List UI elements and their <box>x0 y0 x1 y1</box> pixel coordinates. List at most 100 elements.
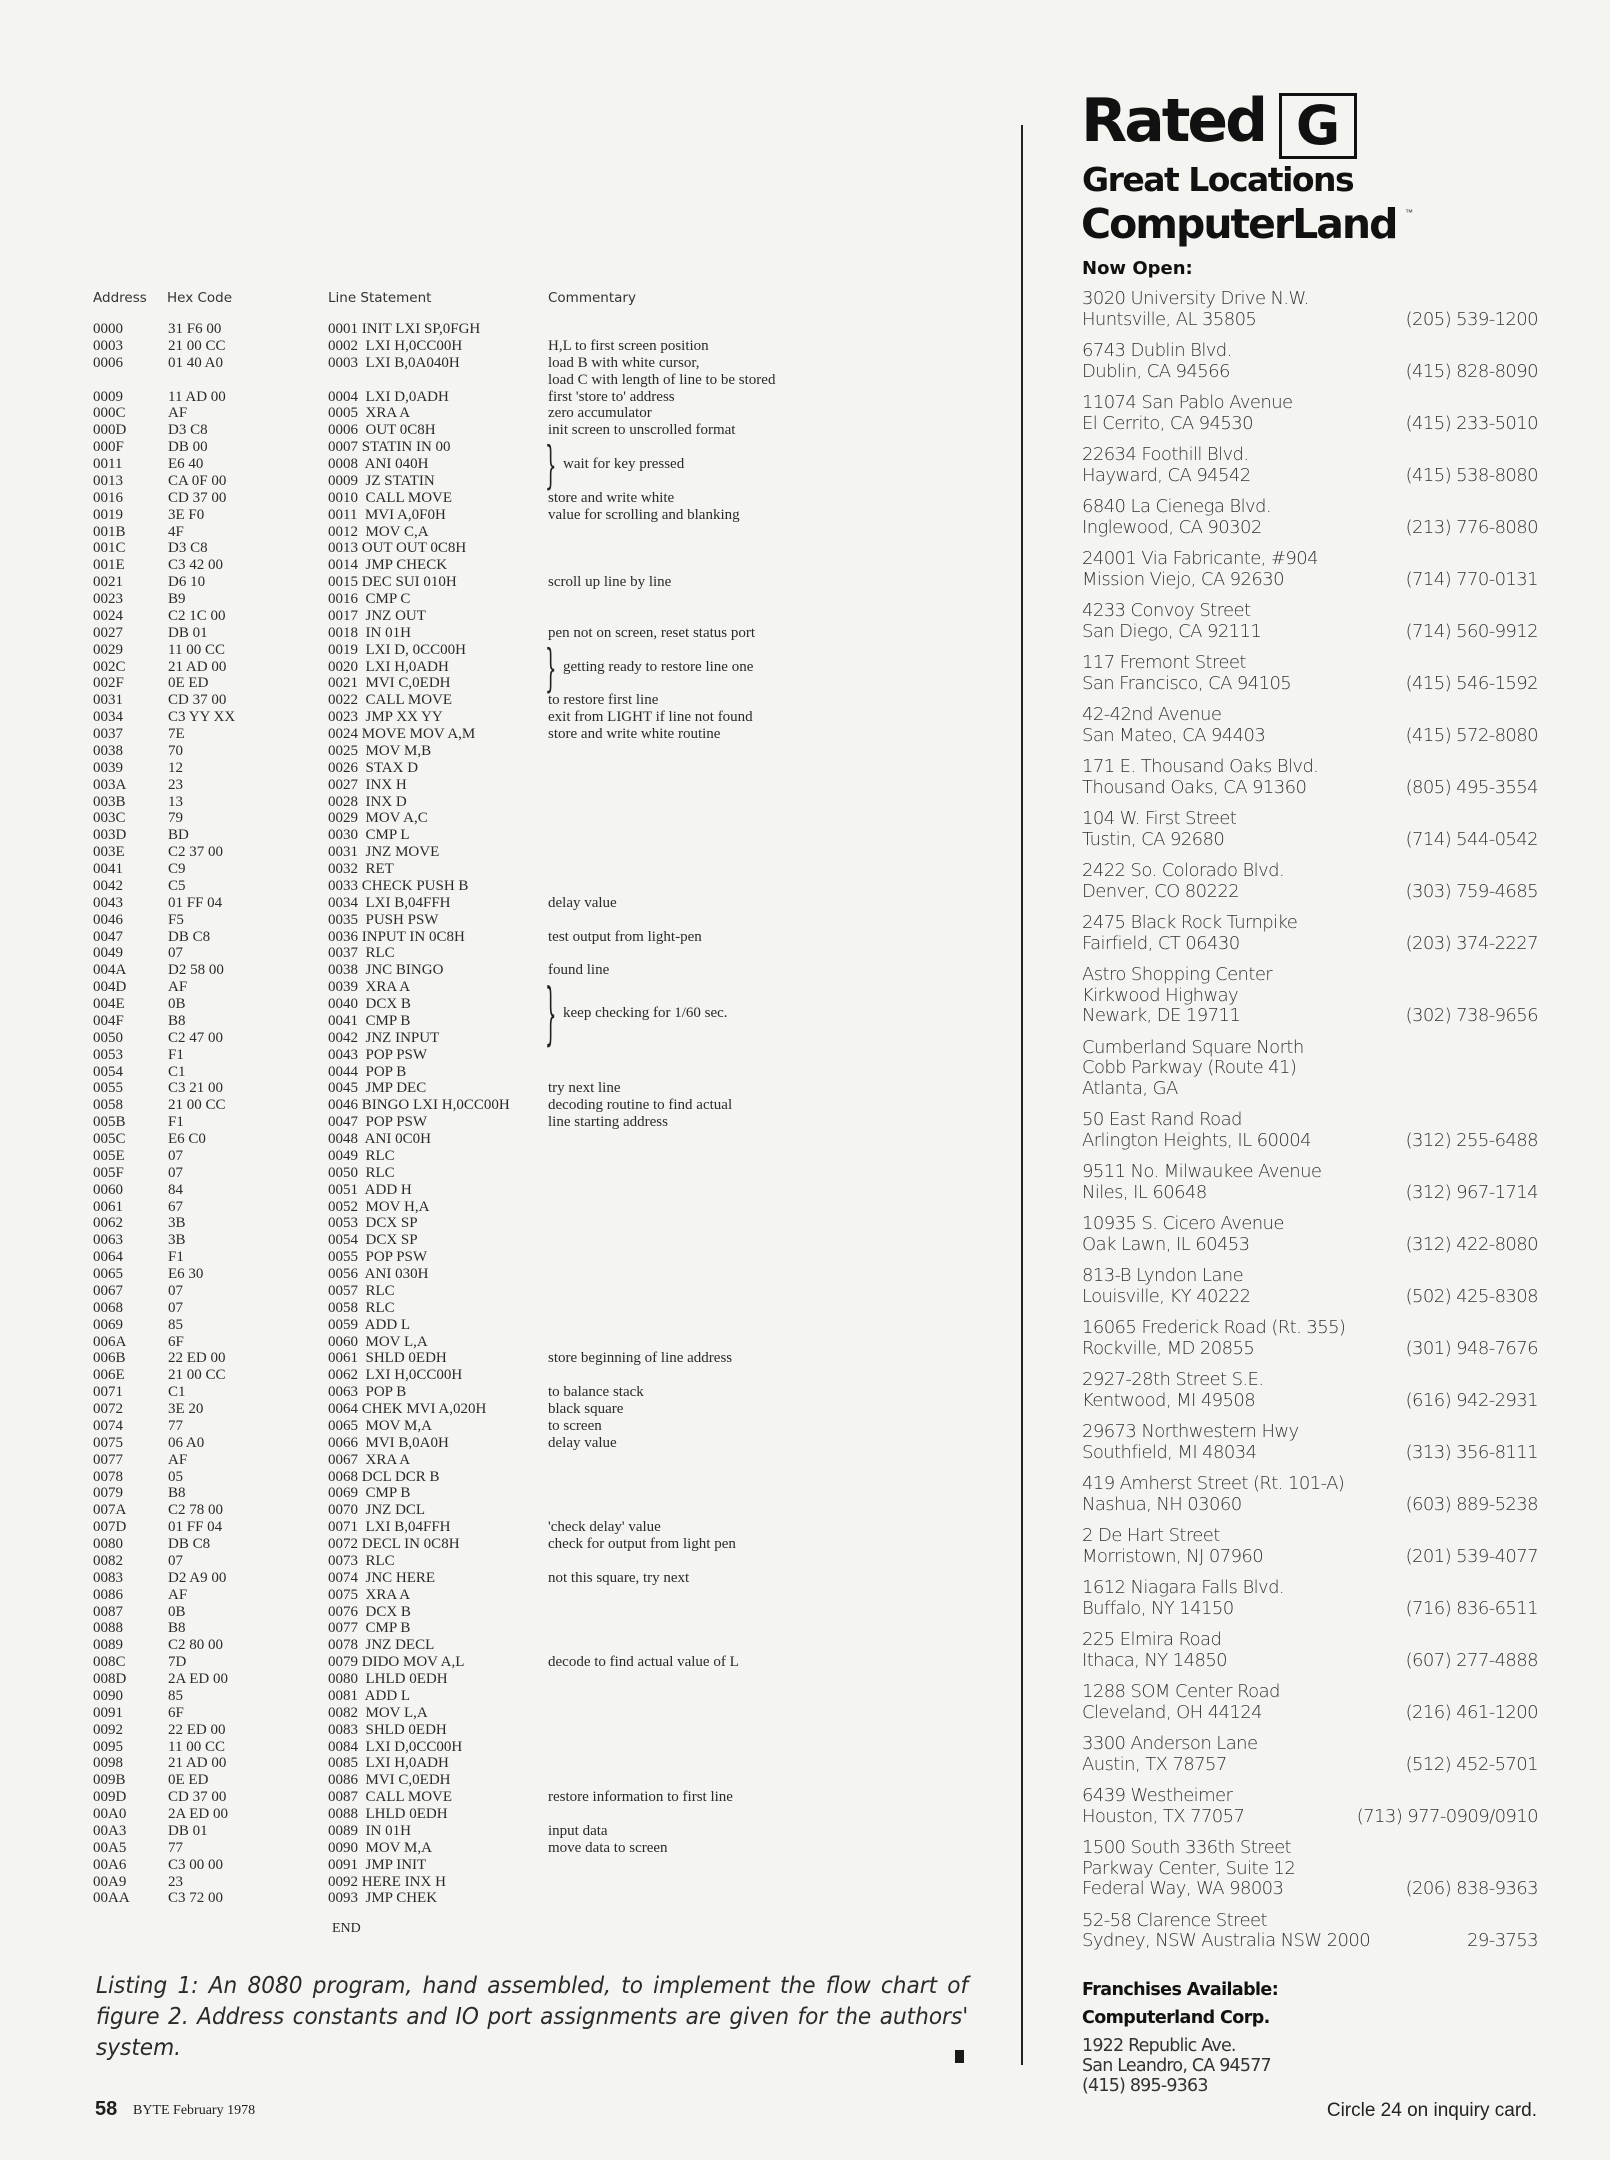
address-cell: 0090 <box>93 1687 123 1704</box>
hex-code-cell: C2 37 00 <box>168 844 224 861</box>
address-cell: 0075 <box>93 1434 123 1451</box>
hex-code-cell: D2 58 00 <box>168 962 224 979</box>
address-cell: 0060 <box>93 1181 123 1198</box>
hex-code-cell: 07 <box>168 945 183 962</box>
statement-cell: 0070 JNZ DCL <box>328 1502 426 1519</box>
hex-code-cell: AF <box>168 979 188 996</box>
statement-cell: 0046 BINGO LXI H,0CC00H <box>328 1097 510 1114</box>
hex-code-cell: 12 <box>168 759 183 776</box>
hex-code-cell: CD 37 00 <box>168 692 227 709</box>
hex-code-cell: DB C8 <box>168 1536 211 1552</box>
listing-row: 0089 C2 80 00 0078 JNZ DECL <box>0 1637 1010 1654</box>
store-phone: (415) 538-8080 <box>1405 464 1539 486</box>
hex-code-cell: 85 <box>168 1316 183 1333</box>
address-cell: 005B <box>93 1114 126 1131</box>
commentary-cell: value for scrolling and blanking <box>548 506 740 523</box>
address-cell: 0034 <box>93 709 123 726</box>
address-cell: 008D <box>93 1671 127 1687</box>
brace-icon: } <box>545 972 557 1054</box>
store-phone: (512) 452-5701 <box>1405 1753 1539 1775</box>
listing-row: 0043 01 FF 04 0034 LXI B,04FFH delay value <box>0 895 1010 912</box>
statement-cell: 0043 POP PSW <box>328 1046 428 1063</box>
listing-row: 00A0 2A ED 00 0088 LHLD 0EDH <box>0 1806 1010 1823</box>
listing-row: 0034 C3 YY XX 0023 JMP XX YY exit from LIGH… <box>0 709 1010 726</box>
address-cell: 003C <box>93 810 126 827</box>
store-phone: (203) 374-2227 <box>1405 932 1539 954</box>
address-cell: 0053 <box>93 1046 123 1063</box>
listing-end: END <box>332 1921 361 1936</box>
address-cell: 0072 <box>93 1401 123 1417</box>
statement-cell: 0077 CMP B <box>328 1620 411 1637</box>
address-cell: 005E <box>93 1147 125 1164</box>
listing-row: 001C D3 C8 0013 OUT OUT 0C8H <box>0 540 1010 557</box>
listing-row: 000F DB 00 0007 STATIN IN 00 <box>0 439 1010 456</box>
listing-row: 0075 06 A0 0066 MVI B,0A0H delay value <box>0 1435 1010 1452</box>
hex-code-cell: 79 <box>168 810 183 827</box>
store-phone: (603) 889-5238 <box>1405 1493 1539 1515</box>
store-phone: (312) 422-8080 <box>1405 1233 1539 1255</box>
address-cell: 0039 <box>93 759 123 776</box>
store-phone: (313) 356-8111 <box>1405 1441 1539 1463</box>
address-cell: 00A0 <box>93 1806 127 1822</box>
store-entry: 2475 Black Rock Turnpike Fairfield, CT 06… <box>1082 912 1539 954</box>
address-cell: 0041 <box>93 861 123 877</box>
address-cell: 004D <box>93 979 127 996</box>
statement-cell: 0006 OUT 0C8H <box>328 422 436 439</box>
listing-caption: Listing 1: An 8080 program, hand assembl… <box>96 1971 969 2061</box>
bracketed-comment: keep checking for 1/60 sec. <box>563 1004 728 1021</box>
statement-cell: 0015 DEC SUI 010H <box>328 574 457 591</box>
store-address-line: 50 East Rand Road <box>1082 1109 1242 1130</box>
hex-code-cell: 21 AD 00 <box>168 1755 227 1772</box>
store-entry: 6439 Westheimer Houston, TX 77057 (713) 97… <box>1082 1785 1539 1827</box>
address-cell: 006A <box>93 1333 127 1350</box>
store-address-line: Hayward, CA 94542 <box>1082 464 1251 486</box>
hex-code-cell: 2A ED 00 <box>168 1806 228 1822</box>
listing-row: 0013 CA 0F 00 0009 JZ STATIN <box>0 473 1010 490</box>
franchise-company: Computerland Corp. <box>1082 2008 1270 2028</box>
store-address-line: San Diego, CA 92111 <box>1082 620 1262 642</box>
statement-cell: 0013 OUT OUT 0C8H <box>328 540 467 557</box>
address-cell: 003D <box>93 827 127 844</box>
listing-row: 0082 07 0073 RLC <box>0 1553 1010 1570</box>
store-address-line: 1288 SOM Center Road <box>1082 1681 1280 1702</box>
hex-code-cell: B8 <box>168 1012 186 1029</box>
statement-cell: 0083 SHLD 0EDH <box>328 1721 447 1738</box>
listing-row: 004E 0B 0040 DCX B <box>0 996 1010 1013</box>
address-cell: 006B <box>93 1350 126 1367</box>
hex-code-cell: 01 40 A0 <box>168 354 224 371</box>
store-address-line: Buffalo, NY 14150 <box>1082 1597 1234 1619</box>
listing-row: 0016 CD 37 00 0010 CALL MOVE store and writ… <box>0 490 1010 507</box>
address-cell: 002F <box>93 675 124 692</box>
address-cell: 0011 <box>93 456 123 472</box>
statement-cell: 0023 JMP XX YY <box>328 709 443 726</box>
store-address-line: Astro Shopping Center <box>1082 964 1273 985</box>
column-divider <box>1021 125 1023 2065</box>
store-address-line: 11074 San Pablo Avenue <box>1082 392 1293 413</box>
listing-row: 0042 C5 0033 CHECK PUSH B <box>0 878 1010 895</box>
store-list: 3020 University Drive N.W. Huntsville, AL… <box>1082 288 1539 1963</box>
listing-row: 0079 B8 0069 CMP B <box>0 1485 1010 1502</box>
statement-cell: 0021 MVI C,0EDH <box>328 675 451 692</box>
statement-cell: 0052 MOV H,A <box>328 1198 430 1215</box>
magazine-issue: BYTE February 1978 <box>133 2103 256 2118</box>
statement-cell: 0067 XRA A <box>328 1451 411 1468</box>
store-address-line: 6439 Westheimer <box>1082 1785 1233 1806</box>
listing-row: 0055 C3 21 00 0045 JMP DEC try next line <box>0 1080 1010 1097</box>
brace-icon: } <box>545 434 557 495</box>
address-cell: 0019 <box>93 506 123 523</box>
listing-row: 003E C2 37 00 0031 JNZ MOVE <box>0 844 1010 861</box>
commentary-cell: store beginning of line address <box>548 1350 733 1367</box>
hex-code-cell: 05 <box>168 1468 183 1485</box>
hex-code-cell: E6 C0 <box>168 1131 206 1147</box>
address-cell: 0067 <box>93 1282 123 1299</box>
hex-code-cell: 3E 20 <box>168 1401 204 1417</box>
address-cell: 0050 <box>93 1029 123 1046</box>
hex-code-cell: F1 <box>168 1046 184 1063</box>
hex-code-cell: C3 42 00 <box>168 557 224 574</box>
statement-cell: 0082 MOV L,A <box>328 1704 428 1721</box>
statement-cell: 0005 XRA A <box>328 405 411 422</box>
statement-cell: 0039 XRA A <box>328 979 411 996</box>
statement-cell: 0088 LHLD 0EDH <box>328 1806 448 1822</box>
statement-cell: 0019 LXI D, 0CC00H <box>328 641 466 658</box>
hex-code-cell: BD <box>168 827 189 844</box>
